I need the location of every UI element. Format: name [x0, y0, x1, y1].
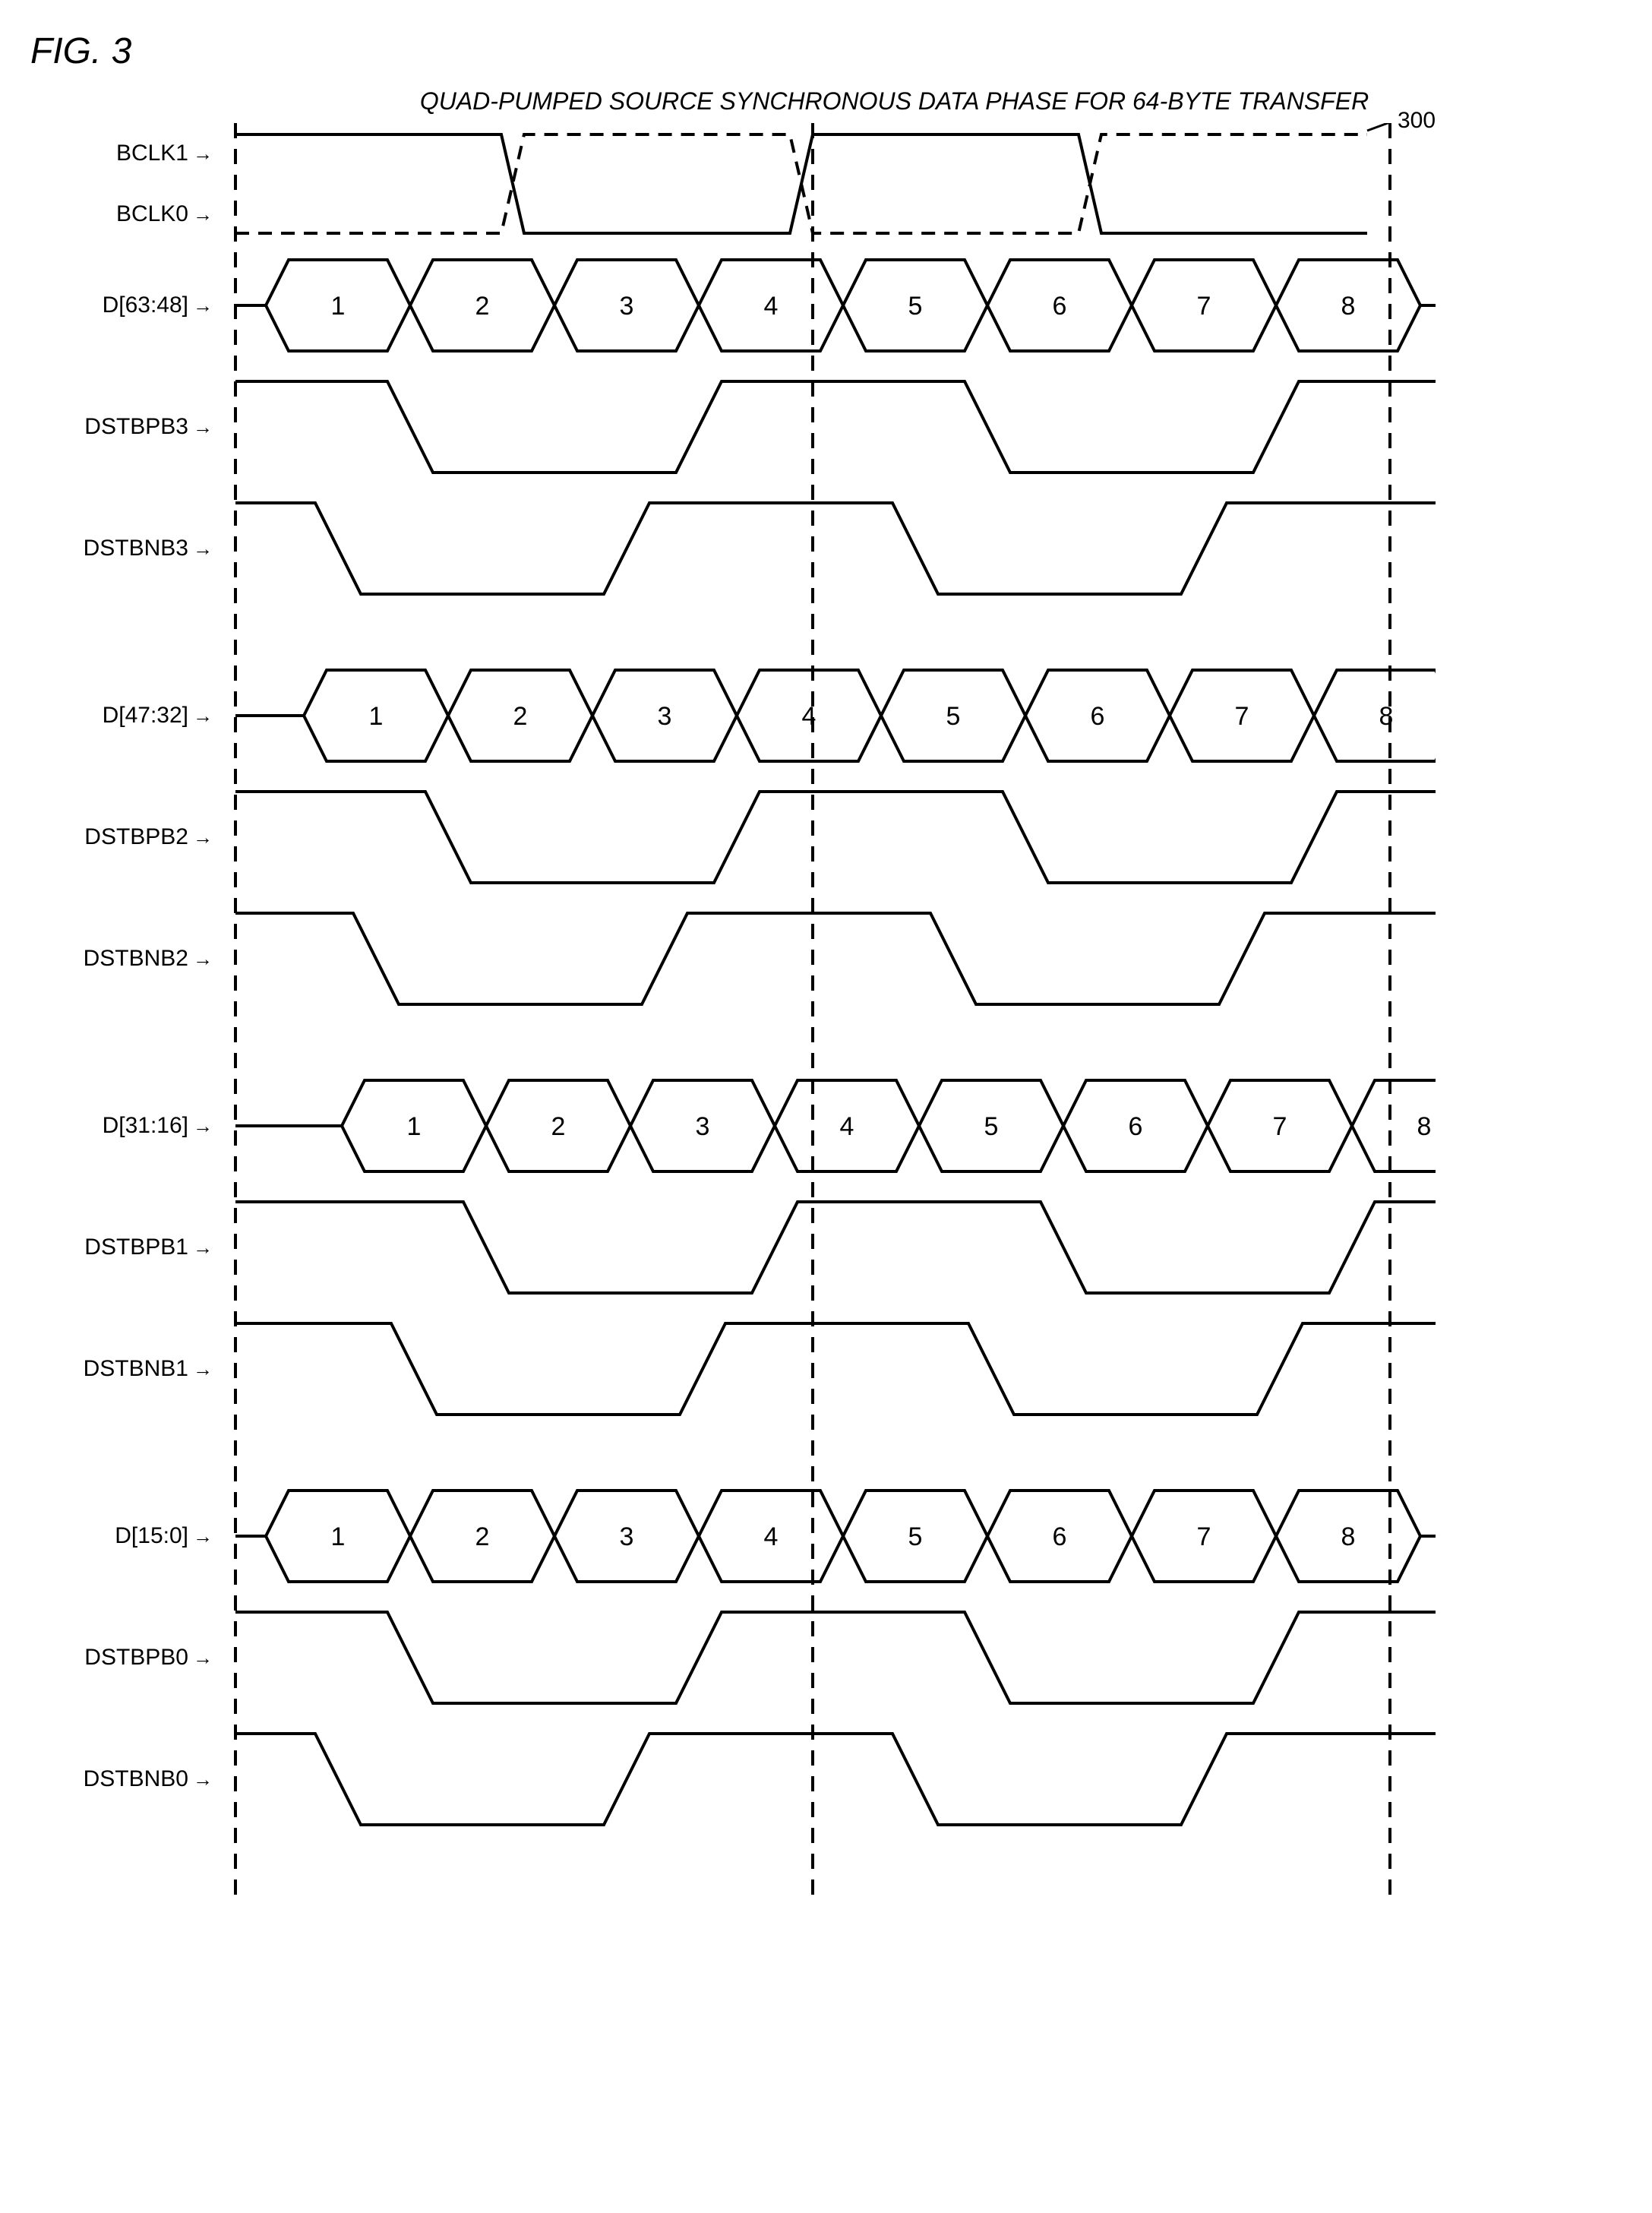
svg-text:1: 1	[331, 1522, 346, 1551]
svg-text:3: 3	[696, 1112, 710, 1141]
svg-text:7: 7	[1197, 1522, 1211, 1551]
svg-text:8: 8	[1341, 292, 1356, 321]
signal-label: DSTBPB0→	[84, 1597, 220, 1718]
signal-label: D[63:48]→	[103, 245, 220, 366]
waveform-area: 12345678123456781234567812345678 300	[220, 123, 1622, 1901]
svg-text:2: 2	[513, 702, 528, 731]
reference-number: 300	[1398, 108, 1436, 134]
svg-text:3: 3	[620, 1522, 634, 1551]
signal-label: DSTBNB0→	[84, 1718, 220, 1840]
svg-text:5: 5	[946, 702, 961, 731]
svg-text:6: 6	[1091, 702, 1105, 731]
svg-text:1: 1	[331, 292, 346, 321]
svg-text:7: 7	[1235, 702, 1249, 731]
signal-labels-column: BCLK1→BCLK0→D[63:48]→DSTBPB3→DSTBNB3→ D[4…	[30, 123, 220, 1901]
svg-text:8: 8	[1379, 702, 1394, 731]
svg-text:4: 4	[840, 1112, 854, 1141]
svg-text:3: 3	[620, 292, 634, 321]
svg-text:7: 7	[1197, 292, 1211, 321]
svg-text:2: 2	[551, 1112, 566, 1141]
signal-label: DSTBPB3→	[84, 366, 220, 488]
svg-text:4: 4	[802, 702, 817, 731]
svg-text:3: 3	[658, 702, 672, 731]
svg-text:4: 4	[764, 292, 779, 321]
svg-text:2: 2	[475, 1522, 490, 1551]
signal-label: D[15:0]→	[115, 1475, 220, 1597]
svg-text:1: 1	[407, 1112, 422, 1141]
signal-label: DSTBNB3→	[84, 488, 220, 609]
signal-label: D[47:32]→	[103, 655, 220, 776]
svg-text:8: 8	[1341, 1522, 1356, 1551]
signal-label: BCLK1→	[116, 123, 220, 184]
signal-label: D[31:16]→	[103, 1065, 220, 1187]
svg-text:6: 6	[1053, 292, 1067, 321]
svg-text:6: 6	[1129, 1112, 1143, 1141]
svg-text:1: 1	[369, 702, 384, 731]
svg-text:5: 5	[908, 292, 923, 321]
svg-text:5: 5	[984, 1112, 999, 1141]
signal-label: DSTBPB1→	[84, 1187, 220, 1308]
waveform-svg: 1 2 3 4 5 6 7 8 1 2 3 4 5 6 7 8 1 2 3 4 5 6 7 8 1 2 3 4 5 6 7 8	[220, 123, 1436, 1901]
svg-text:8: 8	[1417, 1112, 1432, 1141]
signal-label: DSTBNB1→	[84, 1308, 220, 1430]
svg-text:6: 6	[1053, 1522, 1067, 1551]
svg-text:4: 4	[764, 1522, 779, 1551]
signal-label: DSTBNB2→	[84, 898, 220, 1020]
signal-label: DSTBPB2→	[84, 776, 220, 898]
svg-text:2: 2	[475, 292, 490, 321]
signal-label: BCLK0→	[116, 184, 220, 245]
timing-diagram: BCLK1→BCLK0→D[63:48]→DSTBPB3→DSTBNB3→ D[4…	[30, 123, 1622, 1901]
figure-label: FIG. 3	[30, 30, 1622, 72]
svg-text:7: 7	[1273, 1112, 1287, 1141]
svg-text:5: 5	[908, 1522, 923, 1551]
